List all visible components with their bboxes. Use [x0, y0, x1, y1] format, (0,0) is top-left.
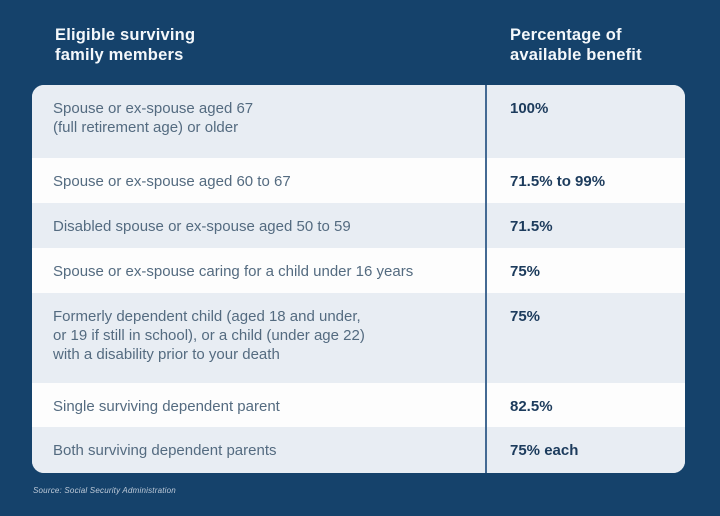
- member-cell: Spouse or ex-spouse aged 67 (full retire…: [53, 100, 254, 136]
- table-row: Spouse or ex-spouse aged 67 (full retire…: [32, 85, 685, 158]
- table-row: Disabled spouse or ex-spouse aged 50 to …: [32, 203, 685, 248]
- benefit-cell: 100%: [485, 85, 685, 158]
- benefit-cell: 75%: [485, 293, 685, 383]
- table-row: Single surviving dependent parent 82.5%: [32, 383, 685, 427]
- table-row: Spouse or ex-spouse caring for a child u…: [32, 248, 685, 293]
- column-header-benefit-percentage: Percentage of available benefit: [510, 26, 642, 64]
- member-cell: Formerly dependent child (aged 18 and un…: [53, 308, 365, 363]
- source-attribution: Source: Social Security Administration: [33, 486, 176, 495]
- column-header-family-members: Eligible surviving family members: [55, 26, 196, 64]
- benefit-cell: 71.5% to 99%: [485, 158, 685, 203]
- benefit-cell: 71.5%: [485, 203, 685, 248]
- benefit-cell: 75% each: [485, 427, 685, 473]
- benefits-table: Spouse or ex-spouse aged 67 (full retire…: [32, 85, 685, 473]
- member-cell: Spouse or ex-spouse aged 60 to 67: [53, 173, 291, 190]
- benefit-cell: 82.5%: [485, 383, 685, 427]
- table-row: Spouse or ex-spouse aged 60 to 67 71.5% …: [32, 158, 685, 203]
- member-cell: Single surviving dependent parent: [53, 398, 280, 415]
- benefit-cell: 75%: [485, 248, 685, 293]
- member-cell: Spouse or ex-spouse caring for a child u…: [53, 263, 414, 280]
- member-cell: Disabled spouse or ex-spouse aged 50 to …: [53, 218, 351, 235]
- table-row: Formerly dependent child (aged 18 and un…: [32, 293, 685, 383]
- table-row: Both surviving dependent parents 75% eac…: [32, 427, 685, 473]
- member-cell: Both surviving dependent parents: [53, 442, 277, 459]
